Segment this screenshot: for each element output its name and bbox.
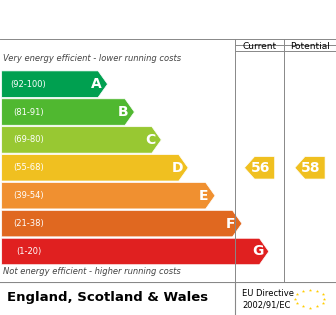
Text: G: G	[252, 244, 263, 259]
Text: (39-54): (39-54)	[13, 191, 44, 200]
Text: (1-20): (1-20)	[16, 247, 41, 256]
Text: Very energy efficient - lower running costs: Very energy efficient - lower running co…	[3, 54, 181, 63]
Polygon shape	[2, 127, 161, 153]
Text: (92-100): (92-100)	[11, 80, 46, 89]
Text: Potential: Potential	[290, 42, 330, 51]
Polygon shape	[2, 210, 242, 237]
Text: (21-38): (21-38)	[13, 219, 44, 228]
Text: Not energy efficient - higher running costs: Not energy efficient - higher running co…	[3, 267, 181, 276]
Polygon shape	[2, 99, 134, 125]
Text: Energy Efficiency Rating: Energy Efficiency Rating	[10, 12, 232, 27]
Polygon shape	[2, 155, 188, 181]
Text: E: E	[199, 189, 209, 203]
Text: 2002/91/EC: 2002/91/EC	[242, 301, 290, 310]
Text: England, Scotland & Wales: England, Scotland & Wales	[7, 291, 208, 304]
Text: Current: Current	[243, 42, 277, 51]
Text: 56: 56	[251, 161, 270, 175]
Text: F: F	[226, 217, 236, 231]
Polygon shape	[2, 182, 215, 209]
Text: 58: 58	[301, 161, 321, 175]
Polygon shape	[244, 157, 275, 179]
Text: B: B	[118, 105, 129, 119]
Text: D: D	[171, 161, 183, 175]
Text: A: A	[91, 77, 102, 91]
Polygon shape	[2, 71, 108, 97]
Text: C: C	[145, 133, 155, 147]
Text: EU Directive: EU Directive	[242, 289, 294, 298]
Text: (69-80): (69-80)	[13, 135, 44, 144]
Polygon shape	[2, 238, 269, 265]
Text: (81-91): (81-91)	[13, 107, 44, 117]
Text: (55-68): (55-68)	[13, 163, 44, 172]
Polygon shape	[295, 157, 325, 179]
